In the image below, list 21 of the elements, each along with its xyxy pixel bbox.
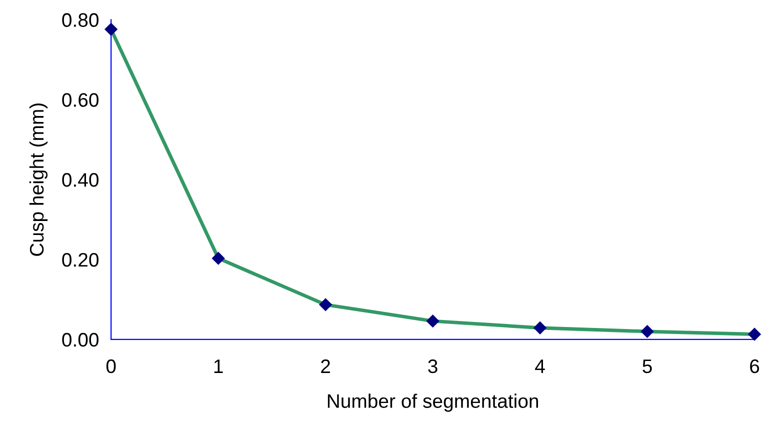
x-tick-label: 0: [106, 359, 116, 374]
point: [533, 321, 547, 334]
point: [318, 298, 332, 312]
y-tick-label: 0.20: [62, 252, 99, 267]
y-tick-label: 0.60: [62, 93, 99, 107]
point: [212, 252, 225, 265]
x-tick-label: 3: [428, 359, 438, 374]
y-tick-label: 0.80: [62, 13, 99, 27]
y-axis-title: Cusp height (mm): [29, 104, 48, 256]
x-tick-label: 6: [750, 359, 760, 374]
x-tick-label: 1: [214, 360, 223, 373]
x-tick-label: 5: [642, 360, 652, 374]
x-tick-label: 4: [535, 360, 545, 373]
x-axis-title: Number of segmentation: [328, 394, 538, 412]
y-tick-label: 0.00: [62, 332, 99, 347]
point: [748, 328, 762, 341]
point: [104, 22, 118, 36]
point: [640, 324, 654, 338]
x-tick-label: 2: [321, 359, 330, 373]
y-tick-label: 0.40: [62, 173, 99, 187]
point: [426, 314, 440, 328]
